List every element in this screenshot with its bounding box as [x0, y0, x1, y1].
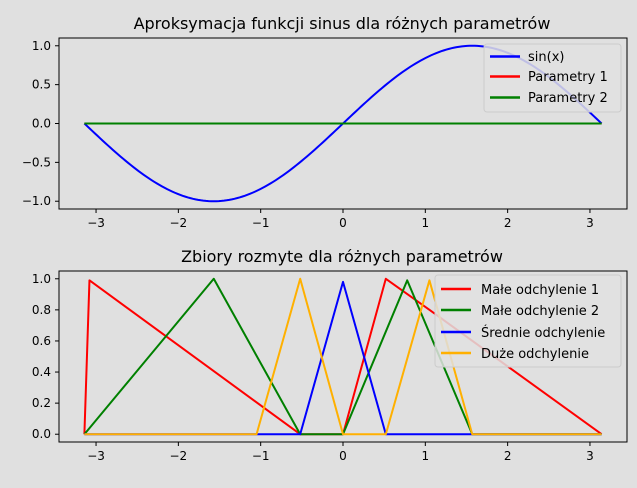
fuzzy-sets-chart: Zbiory rozmyte dla różnych parametrów −3… [32, 247, 628, 463]
legend-entry: Średnie odchylenie [441, 325, 605, 341]
x-tick-label: 1 [421, 216, 429, 230]
y-tick-label: 1.0 [32, 39, 51, 53]
x-tick-label: −2 [170, 449, 188, 463]
x-axis: −3 −2 −1 0 1 2 3 [87, 209, 594, 230]
legend: sin(x) Parametry 1 Parametry 2 [483, 43, 622, 113]
legend-entry: Duże odchylenie [441, 347, 589, 362]
legend-entry: Małe odchylenie 1 [441, 283, 599, 298]
legend-label: Średnie odchylenie [481, 325, 605, 341]
x-tick-label: 3 [586, 449, 594, 463]
legend-label: sin(x) [528, 50, 564, 65]
y-tick-label: 0.6 [32, 334, 51, 348]
legend-entry: Parametry 2 [490, 91, 608, 106]
y-tick-label: 0.0 [32, 117, 51, 131]
y-axis: −1.0 −0.5 0.0 0.5 1.0 [22, 39, 59, 208]
legend-label: Małe odchylenie 1 [481, 283, 599, 298]
x-tick-label: −3 [87, 449, 105, 463]
legend-label: Duże odchylenie [481, 347, 589, 362]
x-tick-label: −1 [252, 216, 270, 230]
y-tick-label: 0.8 [32, 303, 51, 317]
legend-label: Małe odchylenie 2 [481, 304, 599, 319]
legend-label: Parametry 1 [528, 70, 608, 85]
x-axis: −3 −2 −1 0 1 2 3 [87, 442, 594, 463]
legend: Małe odchylenie 1 Małe odchylenie 2 Śred… [434, 274, 622, 368]
y-tick-label: 0.4 [32, 365, 51, 379]
legend-label: Parametry 2 [528, 91, 608, 106]
series-line [84, 277, 602, 436]
x-tick-label: −1 [252, 449, 270, 463]
y-tick-label: −1.0 [22, 194, 51, 208]
x-tick-label: 2 [504, 449, 512, 463]
y-tick-label: 0.5 [32, 78, 51, 92]
legend-frame [434, 274, 622, 368]
chart-title: Aproksymacja funkcji sinus dla różnych p… [134, 14, 551, 33]
legend-entry: Parametry 1 [490, 70, 608, 85]
x-tick-label: −3 [87, 216, 105, 230]
y-tick-label: 1.0 [32, 272, 51, 286]
y-axis: 0.0 0.2 0.4 0.6 0.8 1.0 [32, 272, 59, 441]
x-tick-label: 2 [504, 216, 512, 230]
x-tick-label: −2 [170, 216, 188, 230]
x-tick-label: 0 [339, 216, 347, 230]
x-tick-label: 1 [421, 449, 429, 463]
chart-title: Zbiory rozmyte dla różnych parametrów [181, 247, 503, 266]
series-layer [83, 277, 603, 436]
x-tick-label: 3 [586, 216, 594, 230]
y-tick-label: −0.5 [22, 155, 51, 169]
sine-approximation-chart: Aproksymacja funkcji sinus dla różnych p… [22, 14, 628, 230]
y-tick-label: 0.2 [32, 396, 51, 410]
legend-entry: sin(x) [490, 50, 564, 65]
x-tick-label: 0 [339, 449, 347, 463]
legend-frame [483, 43, 622, 113]
legend-entry: Małe odchylenie 2 [441, 304, 599, 319]
y-tick-label: 0.0 [32, 427, 51, 441]
